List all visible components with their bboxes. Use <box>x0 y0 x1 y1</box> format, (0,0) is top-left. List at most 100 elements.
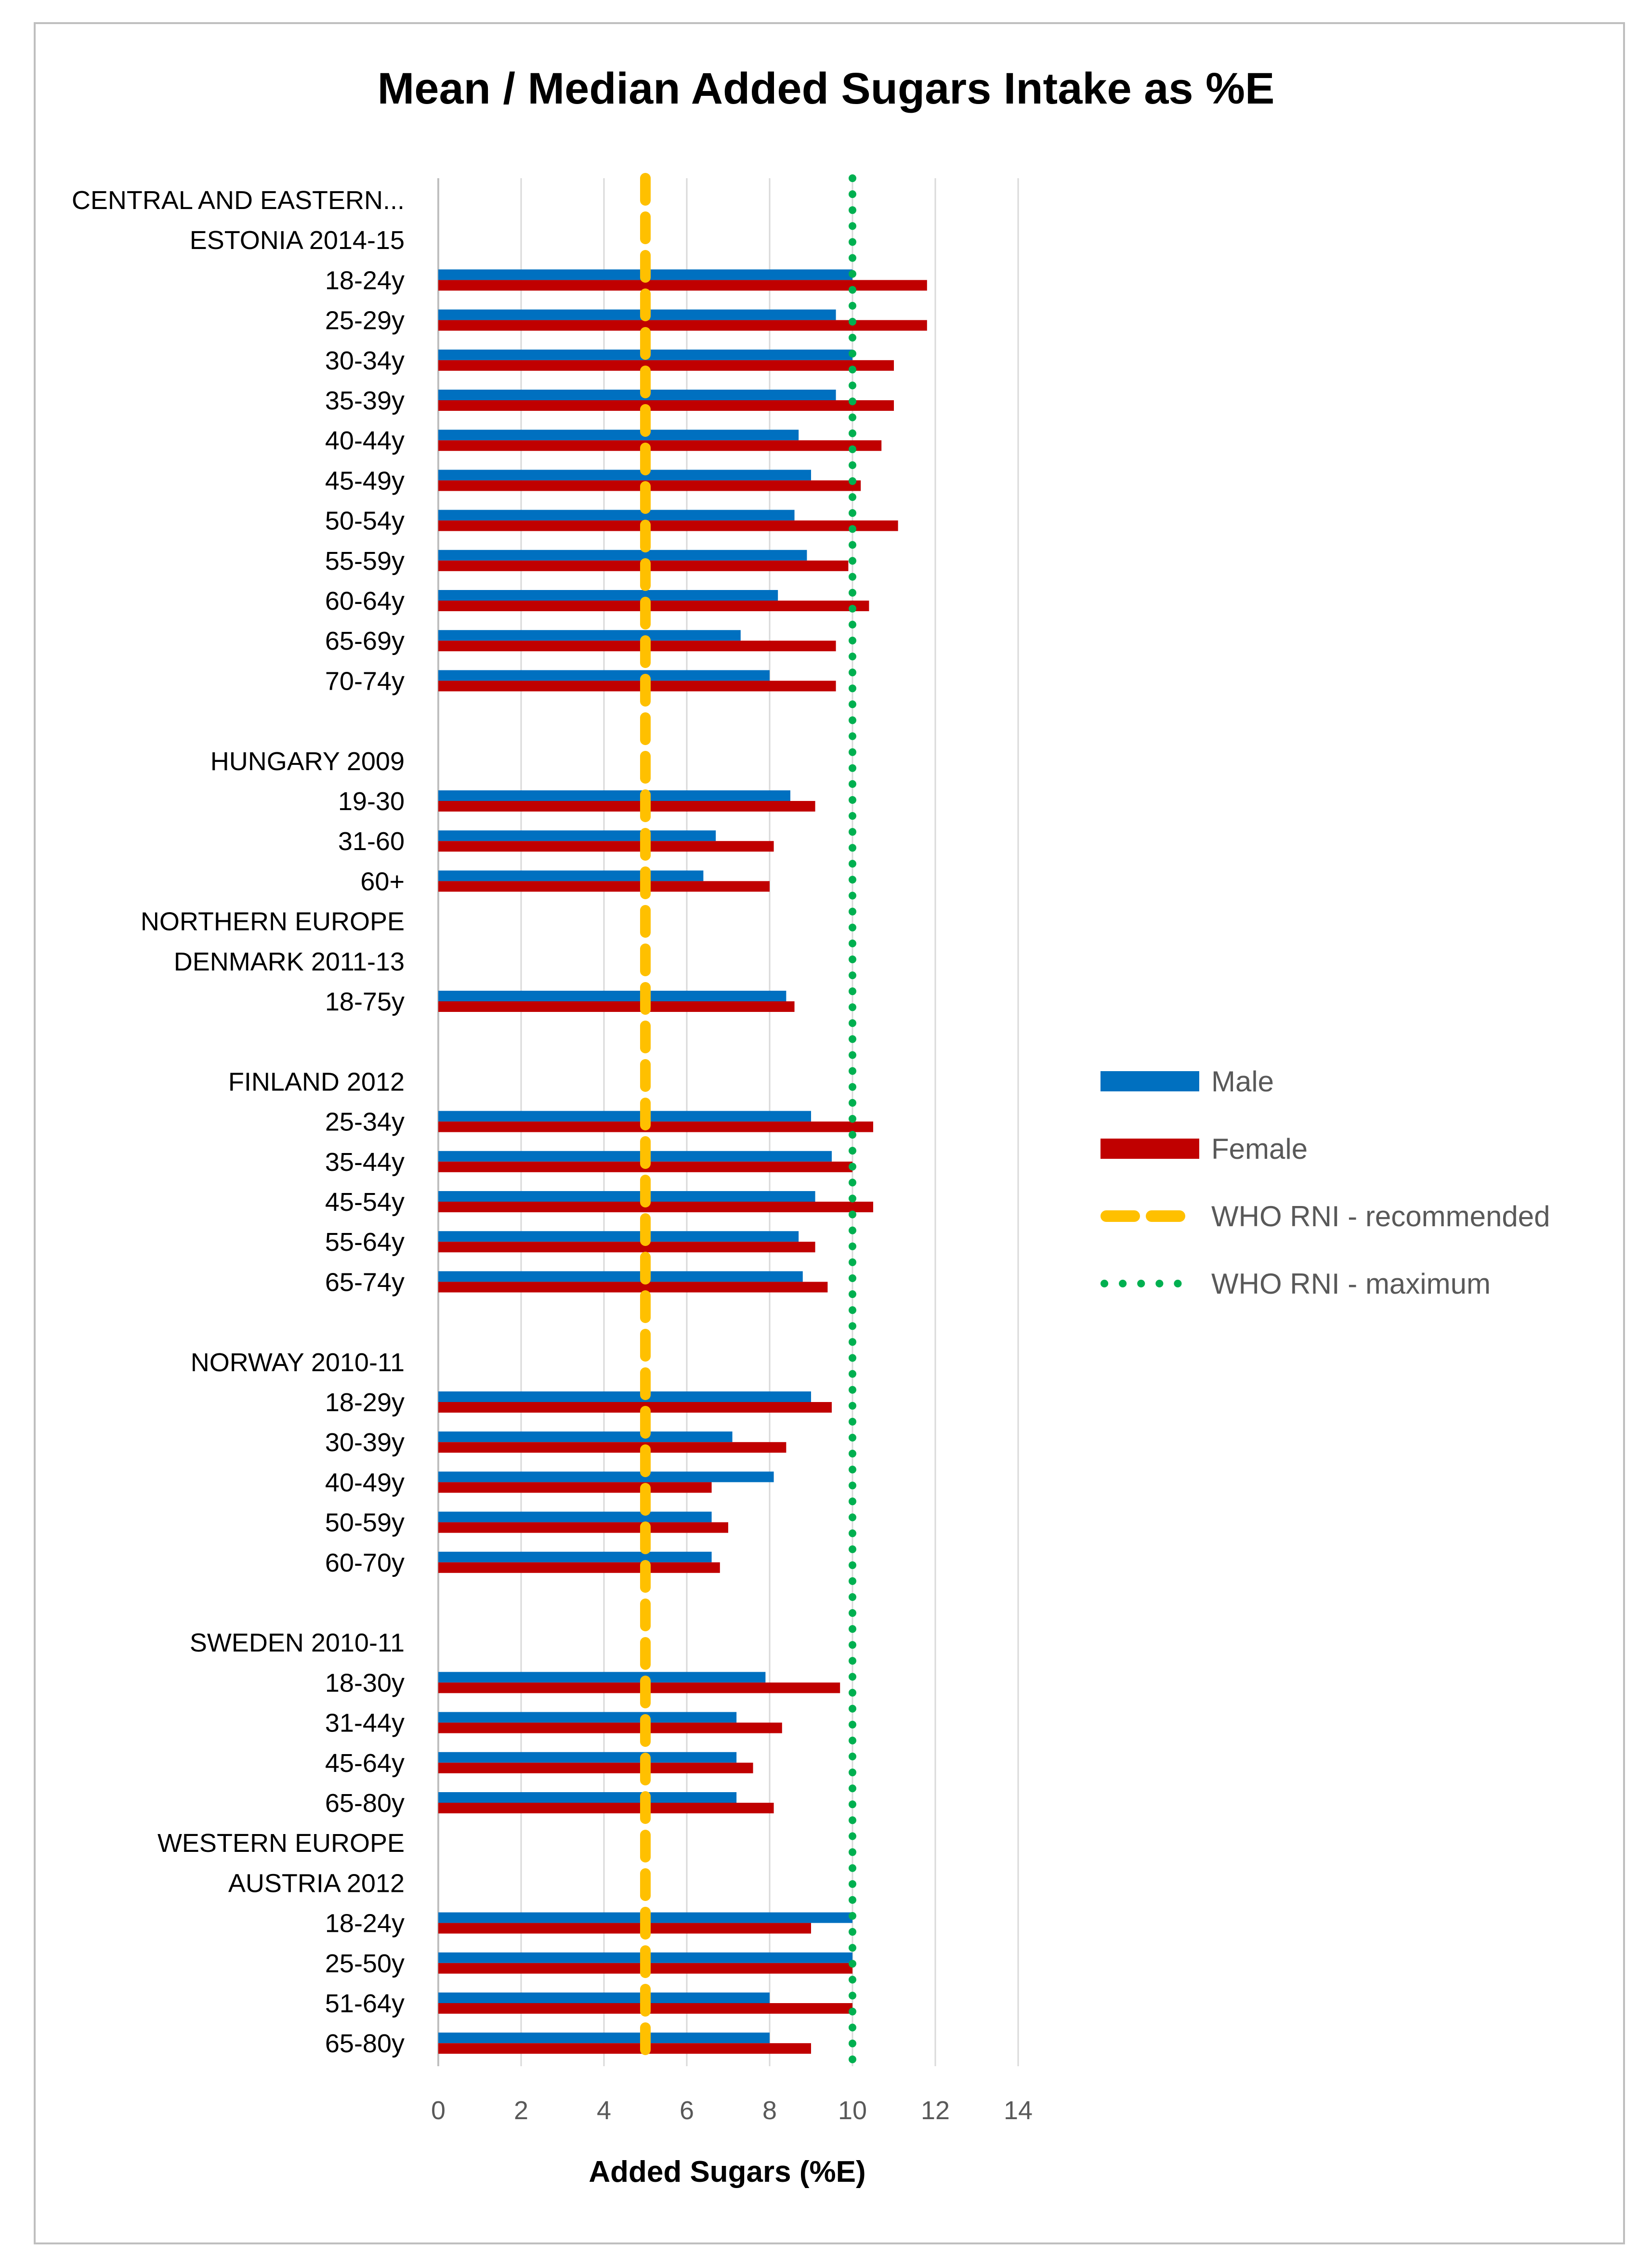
category-label: 35-44y <box>325 1148 405 1177</box>
bar-male <box>438 1752 737 1763</box>
bar-female <box>438 681 836 692</box>
category-label: SWEDEN 2010-11 <box>190 1628 405 1657</box>
bar-male <box>438 430 799 441</box>
x-tick-label: 4 <box>597 2096 611 2125</box>
bar-male <box>438 1551 712 1562</box>
x-tick-label: 8 <box>762 2096 777 2125</box>
bar-male <box>438 1231 799 1242</box>
category-label: 40-49y <box>325 1468 405 1497</box>
bar-female <box>438 1762 753 1773</box>
category-label: 31-44y <box>325 1709 405 1738</box>
category-label: 45-64y <box>325 1749 405 1778</box>
bar-female <box>438 1121 873 1132</box>
category-label: DENMARK 2011-13 <box>174 947 405 976</box>
bar-male <box>438 870 704 881</box>
bar-female <box>438 1482 712 1493</box>
bar-male <box>438 1792 737 1803</box>
legend-label-male: Male <box>1211 1065 1274 1098</box>
bar-male <box>438 1191 815 1202</box>
category-label: 65-80y <box>325 1789 405 1818</box>
bar-male <box>438 830 716 841</box>
x-tick-label: 2 <box>514 2096 528 2125</box>
x-tick-label: 6 <box>680 2096 694 2125</box>
bar-female <box>438 1001 795 1012</box>
bar-female <box>438 1442 786 1453</box>
bar-male <box>438 2032 770 2044</box>
category-label: 25-50y <box>325 1949 405 1978</box>
bar-female <box>438 1923 811 1934</box>
category-label: 19-30 <box>338 787 405 816</box>
bar-female <box>438 1522 728 1533</box>
bar-male <box>438 1111 811 1122</box>
bar-male <box>438 1993 770 2003</box>
bar-female <box>438 1803 774 1813</box>
bar-female <box>438 1242 815 1253</box>
category-label: 31-60 <box>338 827 405 856</box>
bar-female <box>438 601 869 611</box>
bar-female <box>438 280 927 291</box>
bar-male <box>438 1391 811 1402</box>
bar-female <box>438 440 882 451</box>
category-label: 70-74y <box>325 667 405 695</box>
category-label: 40-44y <box>325 426 405 455</box>
bar-male <box>438 630 741 641</box>
category-label: CENTRAL AND EASTERN... <box>72 186 405 215</box>
bar-male <box>438 670 770 681</box>
category-label: 18-75y <box>325 987 405 1016</box>
bar-female <box>438 1402 832 1413</box>
x-tick-label: 12 <box>921 2096 950 2125</box>
bar-female <box>438 320 927 331</box>
bar-female <box>438 801 815 812</box>
category-label: NORTHERN EUROPE <box>141 907 405 936</box>
bar-female <box>438 360 894 371</box>
category-label: NORWAY 2010-11 <box>191 1348 405 1377</box>
category-label: 60-70y <box>325 1548 405 1577</box>
bar-female <box>438 520 898 531</box>
bar-male <box>438 1431 733 1442</box>
bar-male <box>438 590 778 601</box>
category-label: 45-49y <box>325 466 405 495</box>
category-label: 51-64y <box>325 1989 405 2018</box>
legend-swatch-male <box>1101 1071 1199 1091</box>
bar-female <box>438 1282 828 1293</box>
bar-male <box>438 1672 766 1683</box>
x-tick-label: 14 <box>1004 2096 1033 2125</box>
category-label: 65-74y <box>325 1268 405 1297</box>
bar-female <box>438 1202 873 1212</box>
bar-male <box>438 510 795 521</box>
legend: Male Female WHO RNI - recommended WHO RNI -… <box>1101 1065 1550 1300</box>
category-label: 30-39y <box>325 1428 405 1457</box>
category-labels: CENTRAL AND EASTERN... ESTONIA 2014-15 18-… <box>72 186 405 2058</box>
category-label: 60+ <box>360 867 405 896</box>
x-tick-label: 0 <box>431 2096 446 2125</box>
bar-male <box>438 1151 832 1162</box>
bar-female <box>438 841 774 852</box>
category-label: 35-39y <box>325 386 405 415</box>
bar-female <box>438 2043 811 2054</box>
legend-label-recommended: WHO RNI - recommended <box>1211 1200 1550 1232</box>
category-label: 45-54y <box>325 1188 405 1217</box>
category-label: 18-30y <box>325 1668 405 1697</box>
bar-male <box>438 390 836 400</box>
bar-male <box>438 991 786 1001</box>
x-tick-labels: 0 2 4 6 8 10 12 14 <box>431 2096 1033 2125</box>
category-label: 50-54y <box>325 507 405 536</box>
category-label: 55-59y <box>325 547 405 576</box>
x-tick-label: 10 <box>838 2096 867 2125</box>
category-label: 65-80y <box>325 2029 405 2058</box>
bar-male <box>438 1271 803 1282</box>
bar-female <box>438 641 836 652</box>
bar-male <box>438 1511 712 1522</box>
reference-lines <box>640 173 856 2071</box>
bar-female <box>438 400 894 411</box>
category-label: ESTONIA 2014-15 <box>190 226 405 255</box>
category-label: 25-29y <box>325 306 405 335</box>
category-label: FINLAND 2012 <box>228 1067 405 1096</box>
bar-male <box>438 790 790 801</box>
category-label: AUSTRIA 2012 <box>228 1869 405 1898</box>
category-label: 18-29y <box>325 1388 405 1417</box>
category-label: 25-34y <box>325 1108 405 1137</box>
bar-male <box>438 1471 774 1482</box>
legend-swatch-female <box>1101 1139 1199 1159</box>
